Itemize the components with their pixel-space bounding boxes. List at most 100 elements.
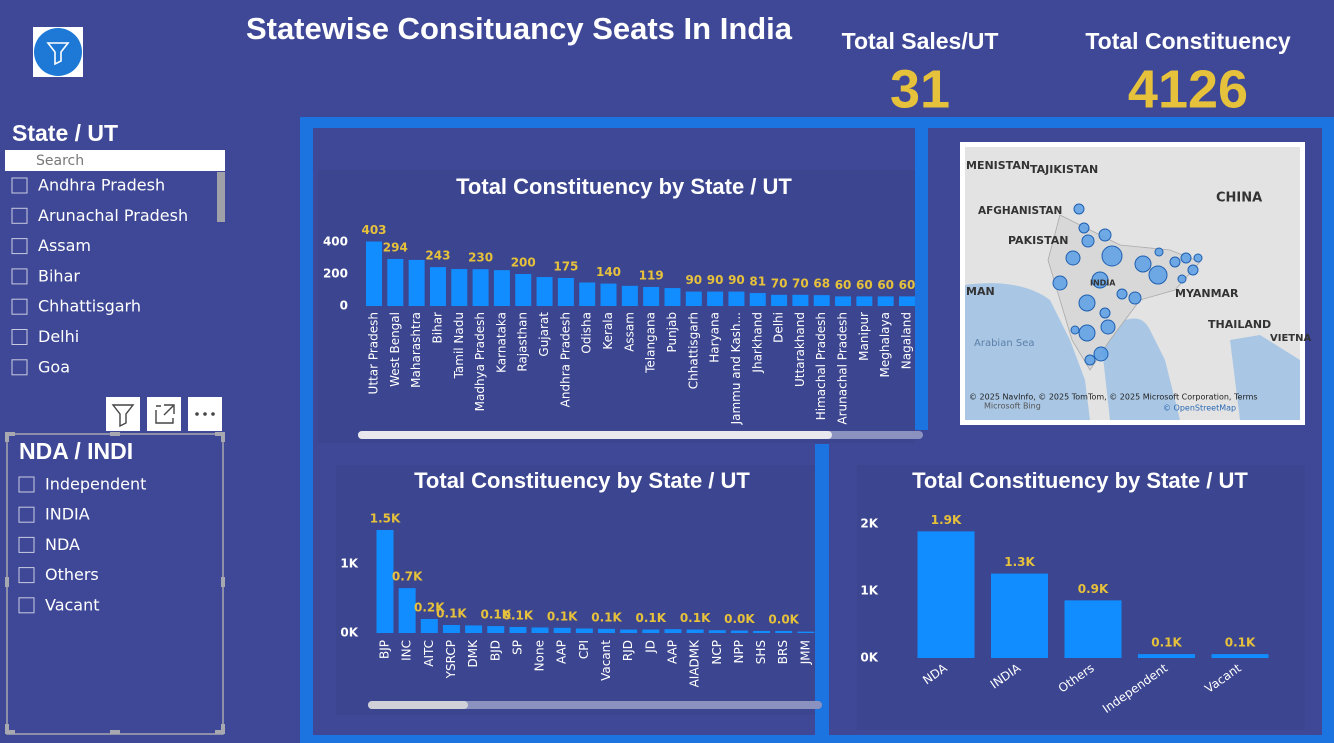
x-tick-label: BJP [378,640,392,659]
bar[interactable] [398,588,416,633]
x-tick-label: Maharashtra [409,312,423,388]
x-tick-label: West Bengal [388,312,402,387]
x-tick-label: Telangana [644,312,658,374]
y-tick-label: 200 [323,267,348,281]
bar[interactable] [664,629,682,633]
x-tick-label: Kerala [601,312,615,350]
bar[interactable] [856,296,873,306]
bar[interactable] [553,627,571,633]
x-tick-label: Andhra Pradesh [558,312,572,407]
x-tick-label: Jammu and Kash... [729,312,743,425]
slicer-item: NDA [45,535,80,554]
checkbox[interactable] [11,359,28,376]
bar[interactable] [493,270,510,306]
x-tick-label: BJD [488,640,502,661]
bar[interactable] [451,269,468,306]
bar[interactable] [707,291,724,306]
bar[interactable] [600,283,617,306]
bar[interactable] [664,288,681,306]
bar[interactable] [749,293,766,306]
scroll-thumb[interactable] [358,431,832,439]
data-label: 1.9K [931,513,962,527]
bar[interactable] [792,294,809,306]
bar[interactable] [598,628,615,633]
data-label: 0.1K [636,611,667,625]
x-tick-label: Arunachal Pradesh [836,312,850,425]
checkbox[interactable] [18,536,35,553]
x-tick-label: Manipur [857,312,871,361]
bar[interactable] [813,295,830,306]
bar[interactable] [642,629,660,633]
bar[interactable] [686,629,704,633]
checkbox[interactable] [11,177,28,194]
bar[interactable] [917,531,975,658]
bar[interactable] [487,626,505,633]
data-label: 294 [383,240,408,254]
bar[interactable] [620,629,638,633]
x-tick-label: Karnataka [494,312,508,373]
bar[interactable] [420,618,438,633]
bar[interactable] [579,282,596,306]
bar[interactable] [685,291,702,306]
bar[interactable] [366,241,382,306]
bar[interactable] [429,267,446,306]
bar[interactable] [899,296,915,306]
bar[interactable] [771,294,788,306]
checkbox[interactable] [18,567,35,584]
data-label: 0.1K [680,611,711,625]
scroll-track[interactable] [368,701,822,709]
bar[interactable] [472,269,489,306]
bar[interactable] [408,259,425,306]
filter-button[interactable] [33,27,83,77]
bar[interactable] [442,624,460,633]
bar[interactable] [730,630,748,633]
bar[interactable] [991,573,1048,658]
data-label: 0.1K [480,608,511,622]
page-title: Statewise Consituancy Seats In India [246,11,793,46]
bar[interactable] [465,625,483,633]
bar[interactable] [728,291,745,306]
bar[interactable] [509,626,527,633]
checkbox[interactable] [11,207,28,224]
bar[interactable] [877,296,894,306]
bar[interactable] [557,278,574,306]
scrollbar[interactable] [217,172,225,222]
bar[interactable] [387,258,404,306]
checkbox[interactable] [11,298,28,315]
map-osm[interactable]: © OpenStreetMap [1163,404,1236,413]
bar[interactable] [775,630,793,633]
bar[interactable] [536,277,553,306]
bar[interactable] [376,529,394,633]
bar[interactable] [531,627,549,633]
checkbox[interactable] [11,268,28,285]
checkbox[interactable] [11,329,28,345]
bar[interactable] [753,630,771,633]
search-box[interactable] [5,150,225,171]
bar[interactable] [575,628,593,633]
x-tick-label: JMM [798,640,812,665]
bar[interactable] [1064,600,1122,658]
scroll-thumb[interactable] [368,701,468,709]
checkbox[interactable] [18,506,35,523]
x-tick-label: SHS [754,640,768,664]
x-tick-label: Punjab [665,312,679,353]
checkbox[interactable] [18,597,35,614]
bar[interactable] [643,286,660,306]
x-tick-label: AAP [555,640,569,664]
checkbox[interactable] [18,476,35,493]
bar[interactable] [797,631,815,633]
bar[interactable] [708,630,726,633]
focus-icon[interactable] [147,397,181,431]
bar[interactable] [1138,654,1195,658]
bar[interactable] [515,274,532,306]
filter-icon[interactable] [106,397,140,431]
bar[interactable] [835,296,852,306]
bar[interactable] [621,285,638,306]
checkbox[interactable] [11,238,28,255]
data-label: 200 [511,256,536,270]
data-label: 0.0K [724,612,755,626]
bar[interactable] [1211,654,1269,658]
data-label: 0.9K [1078,582,1109,596]
data-label: 119 [639,268,664,282]
map-labels: MENISTAN TAJIKISTAN CHINA AFGHANISTAN PAKIST… [966,159,1311,413]
